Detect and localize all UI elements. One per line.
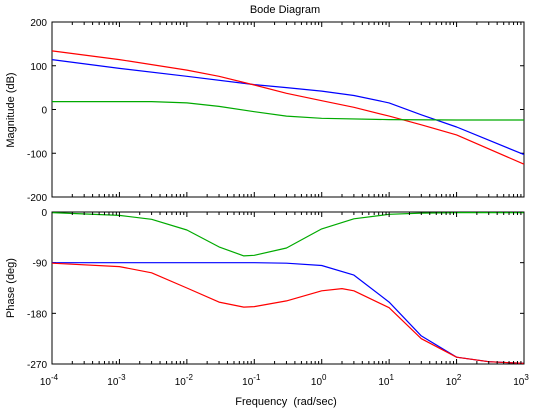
magnitude-series-line-1	[51, 59, 525, 156]
magnitude-ytick-label: 200	[30, 18, 47, 29]
phase-ytick-label: 0	[41, 208, 47, 219]
x-tick-label: 101	[378, 373, 394, 388]
chart-title: Bode Diagram	[250, 4, 320, 16]
phase-ytick-label: -90	[33, 259, 48, 270]
phase-y-axis-label: Phase (deg)	[5, 258, 17, 318]
magnitude-ytick-label: -100	[27, 149, 47, 160]
magnitude-y-axis-label: Magnitude (dB)	[5, 72, 17, 147]
frequency-x-axis-label: Frequency (rad/sec)	[235, 396, 336, 408]
magnitude-ytick-label: 100	[30, 62, 47, 73]
magnitude-series-line-2	[51, 50, 525, 165]
x-tick-label: 10-4	[40, 373, 59, 388]
x-tick-label: 100	[311, 373, 327, 388]
x-tick-label: 10-3	[107, 373, 126, 388]
magnitude-series-line-3	[52, 100, 524, 121]
x-tick-label: 10-1	[242, 373, 261, 388]
magnitude-y-ticks: -200 -100 0 100 200	[27, 18, 524, 204]
frequency-x-ticks: 10-4 10-3 10-2 10-1 100 101 102 103	[40, 22, 529, 388]
x-tick-label: 10-2	[175, 373, 194, 388]
x-tick-label: 103	[513, 373, 529, 388]
phase-series	[51, 212, 525, 364]
phase-series-line-3	[51, 262, 525, 364]
phase-ytick-label: -270	[27, 360, 47, 371]
phase-ytick-label: -180	[27, 309, 47, 320]
phase-plot-frame	[51, 211, 525, 365]
phase-series-line-1	[51, 212, 524, 257]
magnitude-plot-frame	[51, 21, 525, 198]
magnitude-ytick-label: -200	[27, 193, 47, 204]
x-tick-label: 102	[446, 373, 462, 388]
magnitude-series	[51, 50, 525, 165]
magnitude-ytick-label: 0	[41, 106, 47, 117]
